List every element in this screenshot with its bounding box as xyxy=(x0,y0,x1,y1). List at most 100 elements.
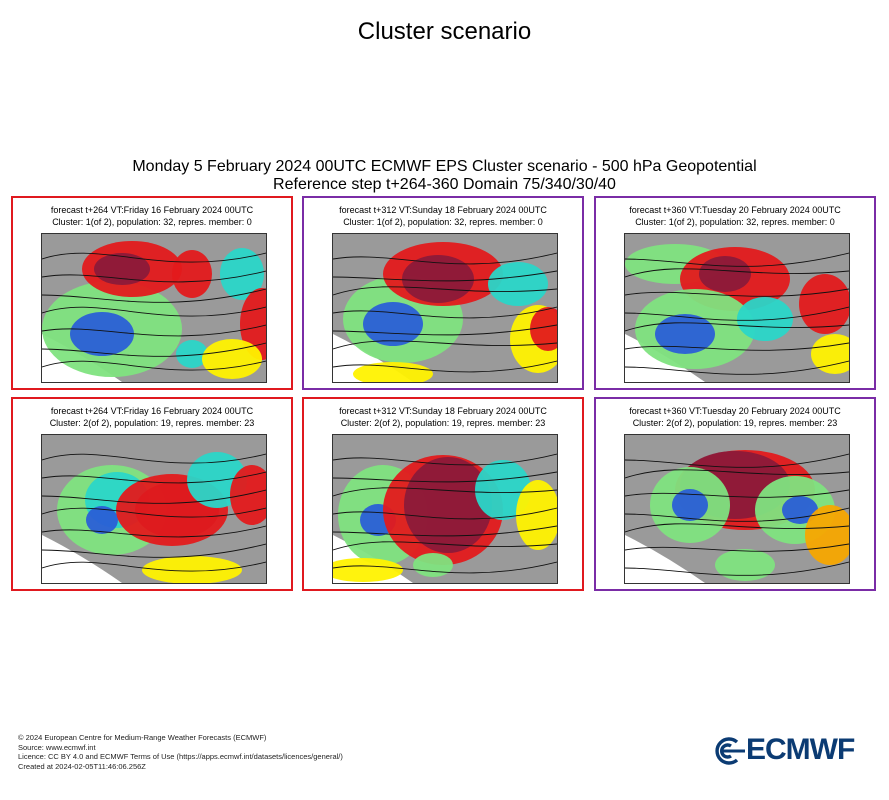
map-panel-4: forecast t+264 VT:Friday 16 February 202… xyxy=(11,397,293,591)
map-panel-2: forecast t+312 VT:Sunday 18 February 202… xyxy=(302,196,584,390)
anomaly-blob xyxy=(799,274,849,334)
geopotential-contour xyxy=(625,543,849,552)
anomaly-blob xyxy=(672,489,708,521)
anomaly-blob xyxy=(413,553,453,577)
panel-forecast-label: forecast t+264 VT:Friday 16 February 202… xyxy=(50,406,254,416)
anomaly-map-graphic xyxy=(333,234,557,382)
geopotential-contour xyxy=(42,306,266,317)
anomaly-blob xyxy=(172,250,212,298)
geopotential-contour xyxy=(625,322,849,332)
geopotential-contour xyxy=(333,453,557,466)
map-panel-5: forecast t+312 VT:Sunday 18 February 202… xyxy=(302,397,584,591)
geopotential-contour xyxy=(333,541,557,551)
geopotential-contour xyxy=(42,489,266,504)
map-sea-area xyxy=(42,535,122,583)
panel-cluster-label: Cluster: 2(of 2), population: 19, repres… xyxy=(49,418,255,428)
geopotential-contour xyxy=(625,489,849,498)
panel-forecast-label: forecast t+312 VT:Sunday 18 February 202… xyxy=(339,406,547,416)
panel-header: forecast t+264 VT:Friday 16 February 202… xyxy=(13,204,291,228)
geopotential-contour xyxy=(625,342,849,351)
geopotential-contour xyxy=(42,507,266,518)
geopotential-contour xyxy=(333,360,557,373)
anomaly-map-graphic xyxy=(42,234,266,382)
anomaly-blob xyxy=(70,312,134,356)
anomaly-blob xyxy=(333,558,403,582)
anomaly-blob xyxy=(655,314,715,354)
geopotential-contour xyxy=(625,268,849,278)
anomaly-map-graphic xyxy=(42,435,266,583)
geopotential-contour xyxy=(625,360,849,375)
main-title-line2: Reference step t+264-360 Domain 75/340/3… xyxy=(273,176,616,193)
page-title: Cluster scenario xyxy=(357,18,532,45)
geopotential-contour xyxy=(42,288,266,303)
anomaly-blob xyxy=(805,505,849,565)
anomaly-map-graphic xyxy=(333,435,557,583)
anomaly-blob xyxy=(363,302,423,346)
geopotential-contour xyxy=(333,270,557,282)
geopotential-map xyxy=(41,233,267,383)
map-panel-1: forecast t+264 VT:Friday 16 February 202… xyxy=(11,196,293,390)
anomaly-blob xyxy=(202,339,262,379)
geopotential-contour xyxy=(625,288,849,297)
anomaly-map-graphic xyxy=(625,234,849,382)
anomaly-blob xyxy=(516,480,557,550)
anomaly-blob xyxy=(715,549,775,581)
panel-forecast-label: forecast t+360 VT:Tuesday 20 February 20… xyxy=(629,406,841,416)
footer-created: Created at 2024-02-05T11:46:06.256Z xyxy=(18,761,146,771)
geopotential-map xyxy=(332,434,558,584)
anomaly-blob xyxy=(220,248,264,300)
anomaly-blob xyxy=(353,362,433,382)
geopotential-contour xyxy=(625,561,849,576)
anomaly-blob xyxy=(811,334,849,374)
anomaly-blob xyxy=(176,340,208,368)
panel-forecast-label: forecast t+312 VT:Sunday 18 February 202… xyxy=(339,205,547,215)
geopotential-contour xyxy=(42,453,266,464)
geopotential-contour xyxy=(333,252,557,265)
map-sea-area xyxy=(625,535,705,583)
geopotential-contour xyxy=(42,360,266,371)
anomaly-blob xyxy=(530,307,557,351)
geopotential-contour xyxy=(333,525,557,537)
geopotential-contour xyxy=(333,561,557,574)
geopotential-map xyxy=(624,233,850,383)
geopotential-map xyxy=(332,233,558,383)
anomaly-blob xyxy=(488,262,548,306)
anomaly-blob xyxy=(699,256,751,292)
geopotential-contour xyxy=(625,469,849,479)
geopotential-contour xyxy=(42,324,266,337)
panel-header: forecast t+264 VT:Friday 16 February 202… xyxy=(13,405,291,429)
geopotential-contour xyxy=(625,453,849,468)
map-panel-3: forecast t+360 VT:Tuesday 20 February 20… xyxy=(594,196,876,390)
geopotential-map xyxy=(624,434,850,584)
geopotential-contour xyxy=(625,252,849,267)
panel-cluster-label: Cluster: 1(of 2), population: 32, repres… xyxy=(343,217,543,227)
geopotential-contour xyxy=(333,471,557,483)
panel-forecast-label: forecast t+264 VT:Friday 16 February 202… xyxy=(50,205,254,215)
panel-cluster-label: Cluster: 2(of 2), population: 19, repres… xyxy=(340,418,546,428)
geopotential-contour xyxy=(333,487,557,497)
panel-header: forecast t+360 VT:Tuesday 20 February 20… xyxy=(596,405,874,429)
geopotential-contour xyxy=(625,523,849,533)
geopotential-contour xyxy=(42,342,266,357)
geopotential-contour xyxy=(333,507,557,520)
main-title: Monday 5 February 2024 00UTC ECMWF EPS C… xyxy=(0,158,889,194)
anomaly-blob xyxy=(782,496,818,524)
geopotential-contour xyxy=(333,340,557,350)
geopotential-contour xyxy=(333,324,557,336)
geopotential-contour xyxy=(333,286,557,296)
panel-cluster-label: Cluster: 1(of 2), population: 32, repres… xyxy=(52,217,252,227)
footer-copyright: © 2024 European Centre for Medium-Range … xyxy=(18,733,267,742)
geopotential-contour xyxy=(625,507,849,522)
anomaly-blob xyxy=(402,255,474,303)
anomaly-blob xyxy=(142,556,242,583)
panel-header: forecast t+312 VT:Sunday 18 February 202… xyxy=(304,204,582,228)
geopotential-contour xyxy=(333,306,557,319)
geopotential-contour xyxy=(625,306,849,321)
geopotential-contour xyxy=(42,525,266,538)
main-title-line1: Monday 5 February 2024 00UTC ECMWF EPS C… xyxy=(132,158,757,175)
geopotential-contour xyxy=(42,252,266,263)
ecmwf-logo-text: ECMWF xyxy=(746,733,855,766)
panel-header: forecast t+312 VT:Sunday 18 February 202… xyxy=(304,405,582,429)
panel-header: forecast t+360 VT:Tuesday 20 February 20… xyxy=(596,204,874,228)
panel-cluster-label: Cluster: 1(of 2), population: 32, repres… xyxy=(635,217,835,227)
